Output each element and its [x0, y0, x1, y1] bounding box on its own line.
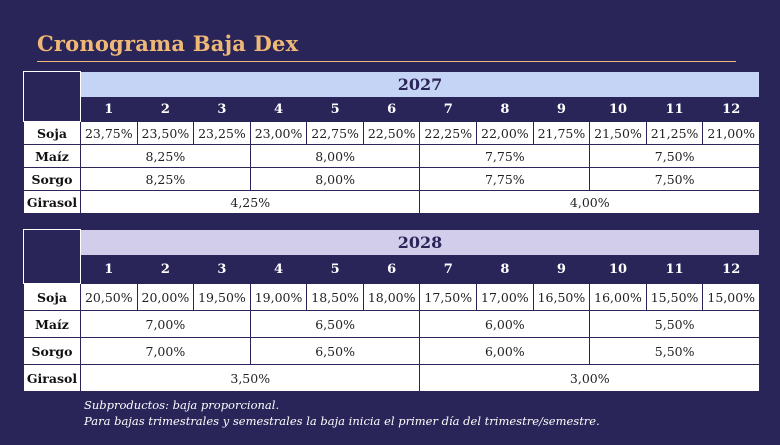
month-header: 1	[80, 255, 138, 284]
table-row: Maíz 8,25% 8,00% 7,75% 7,50%	[23, 144, 761, 168]
month-header: 3	[193, 255, 251, 284]
rate-cell: 6,00%	[419, 337, 591, 365]
month-header: 9	[532, 255, 591, 284]
footnote: Para bajas trimestrales y semestrales la…	[84, 414, 600, 428]
month-header: 11	[645, 97, 704, 122]
month-header: 4	[249, 255, 308, 284]
table-corner	[23, 229, 81, 284]
rate-cell: 3,00%	[419, 364, 761, 392]
month-header: 11	[645, 255, 704, 284]
month-header: 6	[362, 255, 421, 284]
rate-cell: 23,25%	[193, 121, 251, 145]
rate-cell: 7,75%	[419, 144, 591, 168]
rate-cell: 23,00%	[249, 121, 308, 145]
rate-cell: 21,50%	[589, 121, 647, 145]
schedule-table-2028: 2028 1 2 3 4 5 6 7 8 9 10 11 12 Soja 20,…	[23, 229, 761, 392]
rate-cell: 18,50%	[306, 283, 364, 311]
rate-cell: 7,50%	[589, 167, 761, 191]
rate-cell: 6,50%	[249, 337, 421, 365]
rate-cell: 17,00%	[476, 283, 534, 311]
footnotes: Subproductos: baja proporcional. Para ba…	[84, 397, 600, 429]
rate-cell: 15,50%	[645, 283, 704, 311]
rate-cell: 6,50%	[249, 310, 421, 338]
crop-label: Girasol	[23, 364, 81, 392]
footnote: Subproductos: baja proporcional.	[84, 398, 280, 412]
rate-cell: 7,00%	[80, 310, 251, 338]
table-row: Girasol 3,50% 3,00%	[23, 364, 761, 392]
rate-cell: 15,00%	[702, 283, 761, 311]
rate-cell: 22,25%	[419, 121, 478, 145]
rate-cell: 4,00%	[419, 190, 761, 214]
table-row: Sorgo 8,25% 8,00% 7,75% 7,50%	[23, 167, 761, 191]
rate-cell: 8,00%	[249, 144, 421, 168]
rate-cell: 8,25%	[80, 144, 251, 168]
rate-cell: 8,25%	[80, 167, 251, 191]
month-header: 12	[702, 255, 761, 284]
crop-label: Maíz	[23, 144, 81, 168]
rate-cell: 7,75%	[419, 167, 591, 191]
title-underline	[37, 61, 736, 62]
rate-cell: 8,00%	[249, 167, 421, 191]
year-header: 2027	[79, 71, 761, 98]
rate-cell: 21,00%	[702, 121, 761, 145]
month-header: 7	[419, 97, 478, 122]
rate-cell: 19,00%	[249, 283, 308, 311]
rate-cell: 22,00%	[476, 121, 534, 145]
rate-cell: 7,50%	[589, 144, 761, 168]
month-header: 12	[702, 97, 761, 122]
crop-label: Girasol	[23, 190, 81, 214]
month-header: 8	[476, 255, 534, 284]
crop-label: Soja	[23, 121, 81, 145]
table-row: Sorgo 7,00% 6,50% 6,00% 5,50%	[23, 337, 761, 365]
rate-cell: 20,50%	[80, 283, 138, 311]
table-row: Soja 23,75% 23,50% 23,25% 23,00% 22,75% …	[23, 121, 761, 145]
rate-cell: 16,50%	[532, 283, 591, 311]
rate-cell: 22,75%	[306, 121, 364, 145]
rate-cell: 5,50%	[589, 310, 761, 338]
rate-cell: 20,00%	[136, 283, 195, 311]
rate-cell: 6,00%	[419, 310, 591, 338]
rate-cell: 4,25%	[79, 190, 421, 214]
rate-cell: 3,50%	[79, 364, 421, 392]
month-header: 4	[249, 97, 308, 122]
month-header: 1	[80, 97, 138, 122]
rate-cell: 22,50%	[362, 121, 421, 145]
rate-cell: 21,75%	[532, 121, 591, 145]
rate-cell: 21,25%	[645, 121, 704, 145]
rate-cell: 23,50%	[136, 121, 195, 145]
month-header: 6	[362, 97, 421, 122]
rate-cell: 19,50%	[193, 283, 251, 311]
crop-label: Sorgo	[23, 337, 81, 365]
rate-cell: 7,00%	[80, 337, 251, 365]
month-header: 3	[193, 97, 251, 122]
month-header: 10	[589, 97, 647, 122]
month-header: 8	[476, 97, 534, 122]
month-header: 7	[419, 255, 478, 284]
schedule-table-2027: 2027 1 2 3 4 5 6 7 8 9 10 11 12 Soja 23,…	[23, 71, 761, 214]
table-row: Maíz 7,00% 6,50% 6,00% 5,50%	[23, 310, 761, 338]
table-row: Girasol 4,25% 4,00%	[23, 190, 761, 214]
month-header: 2	[136, 97, 195, 122]
table-row: Soja 20,50% 20,00% 19,50% 19,00% 18,50% …	[23, 283, 761, 311]
month-header: 9	[532, 97, 591, 122]
table-corner	[23, 71, 81, 122]
rate-cell: 16,00%	[589, 283, 647, 311]
page-title: Cronograma Baja Dex	[37, 31, 299, 56]
month-header: 5	[306, 97, 364, 122]
crop-label: Soja	[23, 283, 81, 311]
crop-label: Maíz	[23, 310, 81, 338]
rate-cell: 18,00%	[362, 283, 421, 311]
rate-cell: 23,75%	[80, 121, 138, 145]
rate-cell: 5,50%	[589, 337, 761, 365]
month-header: 5	[306, 255, 364, 284]
rate-cell: 17,50%	[419, 283, 478, 311]
month-header: 10	[589, 255, 647, 284]
crop-label: Sorgo	[23, 167, 81, 191]
month-header: 2	[136, 255, 195, 284]
year-header: 2028	[79, 229, 761, 256]
